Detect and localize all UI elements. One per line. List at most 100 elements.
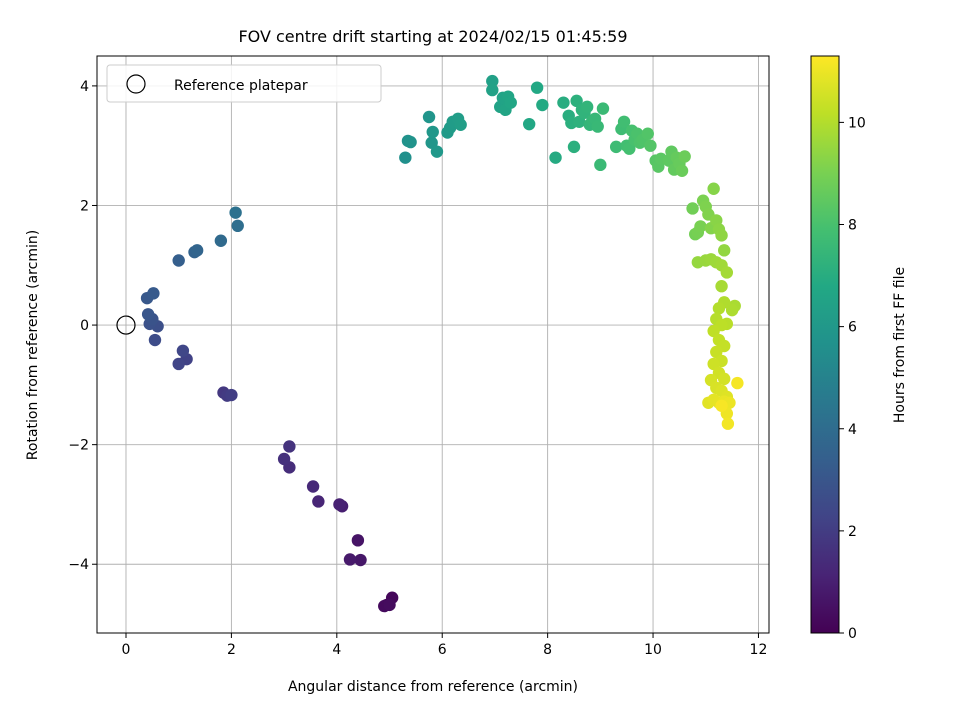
y-tick-label: 2 xyxy=(80,198,89,214)
chart-title: FOV centre drift starting at 2024/02/15 … xyxy=(238,27,627,46)
data-point xyxy=(530,81,544,94)
data-point xyxy=(715,399,728,412)
y-axis-ticks: −4 −2 0 2 4 xyxy=(68,79,97,573)
data-point xyxy=(573,115,586,128)
data-point xyxy=(644,139,657,152)
data-point xyxy=(712,302,726,315)
data-point xyxy=(351,534,365,547)
data-point xyxy=(425,136,438,149)
data-point xyxy=(707,182,720,195)
data-point xyxy=(176,344,190,357)
data-point xyxy=(333,498,346,511)
x-tick-label: 12 xyxy=(750,642,768,658)
reference-point xyxy=(116,315,136,335)
data-point xyxy=(148,333,162,347)
data-point xyxy=(557,96,570,109)
data-point xyxy=(567,140,581,154)
data-point xyxy=(536,98,549,112)
data-point xyxy=(422,110,436,124)
data-point xyxy=(725,303,739,317)
reference-marker xyxy=(116,315,136,335)
data-point xyxy=(214,234,228,247)
colorbar-tick-label: 6 xyxy=(848,320,857,336)
data-point xyxy=(354,553,367,567)
colorbar-tick-label: 2 xyxy=(848,524,857,540)
legend-reference-marker xyxy=(126,74,146,94)
data-point xyxy=(430,145,444,158)
scatter-points xyxy=(140,74,744,613)
data-point xyxy=(694,220,707,233)
data-point xyxy=(190,244,204,257)
y-tick-label: −4 xyxy=(68,557,89,573)
data-point xyxy=(549,151,562,164)
x-axis-label: Angular distance from reference (arcmin) xyxy=(288,679,578,695)
data-point xyxy=(731,376,744,390)
data-point xyxy=(225,388,238,402)
y-tick-label: 4 xyxy=(80,79,89,95)
x-tick-label: 0 xyxy=(122,642,131,658)
data-point xyxy=(707,324,720,338)
data-point xyxy=(486,83,499,97)
data-point xyxy=(715,229,728,242)
data-point xyxy=(623,142,636,155)
data-point xyxy=(720,266,734,279)
data-point xyxy=(306,480,320,493)
legend-entry: Reference platepar xyxy=(174,78,308,94)
colorbar-tick-label: 10 xyxy=(848,115,866,131)
data-point xyxy=(570,94,583,108)
colorbar-gradient xyxy=(810,55,840,634)
data-point xyxy=(454,118,467,131)
data-point xyxy=(277,452,291,466)
data-point xyxy=(596,102,610,115)
data-point xyxy=(522,117,536,131)
legend: Reference platepar xyxy=(106,64,382,103)
colorbar-tick-label: 4 xyxy=(848,422,857,438)
x-tick-label: 4 xyxy=(332,642,341,658)
data-point xyxy=(312,495,325,508)
data-point xyxy=(343,553,357,566)
data-point xyxy=(721,417,735,430)
y-tick-label: 0 xyxy=(80,318,89,334)
data-point xyxy=(675,164,689,178)
data-point xyxy=(707,357,720,371)
x-tick-label: 10 xyxy=(644,642,662,658)
y-axis-label: Rotation from reference (arcmin) xyxy=(25,230,41,460)
data-point xyxy=(591,120,604,133)
colorbar-label: Hours from first FF file xyxy=(892,267,908,423)
data-point xyxy=(399,151,412,164)
data-point xyxy=(686,202,699,215)
data-point xyxy=(609,140,623,154)
data-point xyxy=(678,150,691,163)
data-point xyxy=(617,115,631,128)
data-point xyxy=(141,308,155,321)
plot-frame xyxy=(96,55,770,634)
data-point xyxy=(383,598,396,612)
data-point xyxy=(229,206,242,219)
data-point xyxy=(486,74,499,88)
colorbar-tick-label: 0 xyxy=(848,626,857,642)
data-point xyxy=(580,100,594,114)
data-point xyxy=(504,96,517,109)
data-point xyxy=(283,440,296,453)
data-point xyxy=(172,357,185,371)
data-point xyxy=(172,254,185,267)
data-point xyxy=(231,219,244,233)
colorbar-tick-label: 8 xyxy=(848,218,857,234)
x-tick-label: 8 xyxy=(543,642,552,658)
data-point xyxy=(147,287,160,300)
data-point xyxy=(594,158,607,172)
data-point xyxy=(426,125,439,139)
x-axis-ticks: 0 2 4 6 8 10 12 xyxy=(122,633,768,658)
colorbar: 0 2 4 6 8 10 Hours from first FF file xyxy=(810,55,908,642)
data-point xyxy=(641,127,654,140)
data-point xyxy=(715,280,728,293)
data-point xyxy=(710,345,723,359)
x-tick-label: 6 xyxy=(438,642,447,658)
data-point xyxy=(404,135,417,149)
colorbar-ticks: 0 2 4 6 8 10 xyxy=(839,115,866,642)
y-tick-label: −2 xyxy=(68,438,89,454)
x-tick-label: 2 xyxy=(227,642,236,658)
data-point xyxy=(718,244,731,257)
legend-box xyxy=(106,64,382,103)
